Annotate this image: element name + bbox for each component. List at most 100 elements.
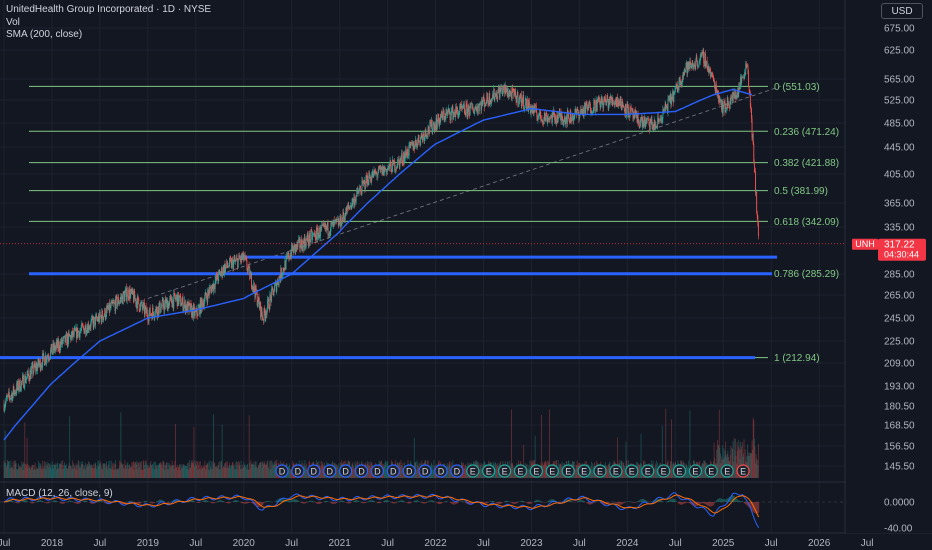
dividend-marker[interactable]	[370, 464, 384, 478]
volume-bar	[30, 466, 32, 478]
price-candle	[64, 335, 66, 343]
volume-bar	[41, 468, 42, 478]
dividend-marker[interactable]	[402, 464, 416, 478]
earnings-marker[interactable]	[625, 464, 639, 478]
dividend-marker[interactable]	[339, 464, 353, 478]
volume-bar	[225, 462, 227, 478]
price-candle	[115, 296, 117, 298]
macd-histogram-bar	[660, 500, 662, 502]
price-candle	[89, 327, 91, 329]
macd-histogram-bar	[75, 502, 77, 504]
volume-bar	[256, 468, 258, 478]
time-axis[interactable]: Jul 2018 Jul 2019 Jul 2020 Jul 2021 Jul 2022 Jul 20…	[0, 538, 873, 549]
macd-histogram-bar	[533, 501, 535, 502]
support-lines[interactable]	[0, 255, 777, 360]
macd-histogram-bar	[223, 501, 225, 502]
price-candle	[596, 101, 598, 111]
earnings-marker[interactable]	[545, 464, 559, 478]
earnings-marker[interactable]	[641, 464, 655, 478]
earnings-marker[interactable]	[656, 464, 671, 478]
volume-bar	[119, 460, 121, 478]
earnings-marker[interactable]	[720, 464, 734, 478]
earnings-marker[interactable]	[704, 464, 718, 478]
price-candle	[671, 96, 672, 105]
macd-histogram-bar	[59, 502, 61, 503]
volume-legend[interactable]: Vol	[6, 17, 20, 28]
currency-button[interactable]: USD	[881, 3, 923, 19]
macd-histogram-bar	[439, 502, 441, 504]
price-candle	[403, 155, 405, 163]
earnings-marker[interactable]	[482, 464, 496, 478]
earnings-marker[interactable]	[688, 464, 703, 478]
volume-bar	[66, 468, 68, 478]
dividend-marker[interactable]	[275, 464, 289, 478]
earnings-marker[interactable]	[498, 464, 512, 478]
volume-bar	[52, 464, 54, 478]
dividend-marker[interactable]	[307, 464, 321, 478]
volume-bar	[123, 468, 125, 478]
price-candle	[208, 292, 210, 295]
macd-histogram-bar	[437, 502, 438, 504]
dividend-marker[interactable]	[418, 464, 432, 478]
price-candle	[353, 196, 355, 200]
earnings-marker[interactable]	[529, 464, 544, 478]
volume-bar	[496, 464, 498, 478]
price-candle	[135, 298, 137, 305]
earnings-marker[interactable]	[466, 464, 480, 478]
price-candle	[362, 182, 364, 184]
price-candle	[185, 305, 187, 313]
earnings-marker[interactable]	[672, 464, 687, 478]
volume-bar	[55, 469, 57, 478]
earnings-marker[interactable]	[561, 464, 575, 478]
event-marker-letter: E	[597, 467, 603, 477]
macd-histogram-bar	[710, 502, 712, 507]
macd-histogram-bar	[673, 499, 675, 502]
macd-histogram-bar	[144, 500, 146, 502]
volume-bar	[169, 465, 171, 478]
dividend-marker[interactable]	[323, 464, 337, 478]
dividend-marker[interactable]	[450, 464, 464, 478]
macd-histogram-bar	[317, 502, 318, 504]
volume-bar	[122, 463, 124, 478]
dividend-marker[interactable]	[434, 464, 448, 478]
macd-histogram-bar	[281, 498, 283, 502]
price-candle	[626, 114, 628, 116]
price-candle	[593, 100, 595, 111]
price-candle	[372, 172, 374, 178]
earnings-marker[interactable]	[736, 464, 750, 478]
volume-bar	[7, 461, 9, 478]
dividend-marker[interactable]	[386, 464, 400, 478]
price-candle	[447, 111, 449, 115]
macd-histogram-bar	[319, 502, 320, 504]
macd-legend[interactable]: MACD (12, 26, close, 9)	[6, 488, 113, 499]
macd-histogram-bar	[491, 500, 493, 502]
price-candle	[454, 111, 456, 115]
macd-histogram-bar	[446, 501, 448, 502]
price-candle	[52, 343, 54, 352]
price-candle	[648, 118, 650, 126]
earnings-marker[interactable]	[577, 464, 591, 478]
macd-histogram-bar	[486, 502, 488, 504]
volume-bar	[417, 465, 419, 478]
earnings-marker[interactable]	[513, 464, 528, 478]
volume-bar	[114, 463, 116, 478]
earnings-marker[interactable]	[593, 464, 607, 478]
sma-legend[interactable]: SMA (200, close)	[6, 29, 83, 40]
price-axis[interactable]: 675.00625.00565.00525.00485.00445.00405.…	[846, 0, 932, 535]
dividend-marker[interactable]	[354, 464, 369, 478]
dividend-marker[interactable]	[291, 464, 305, 478]
volume-bar	[213, 463, 215, 478]
price-candle	[267, 298, 269, 300]
macd-histogram-bar	[749, 502, 751, 509]
earnings-marker[interactable]	[609, 464, 623, 478]
price-candle	[689, 61, 691, 68]
volume-bar	[756, 458, 758, 478]
price-candle	[600, 104, 602, 108]
volume-bar	[757, 443, 759, 478]
volume-bar	[216, 465, 218, 478]
price-candle	[51, 351, 53, 354]
macd-histogram-bar	[137, 502, 139, 505]
price-candle	[192, 307, 194, 318]
